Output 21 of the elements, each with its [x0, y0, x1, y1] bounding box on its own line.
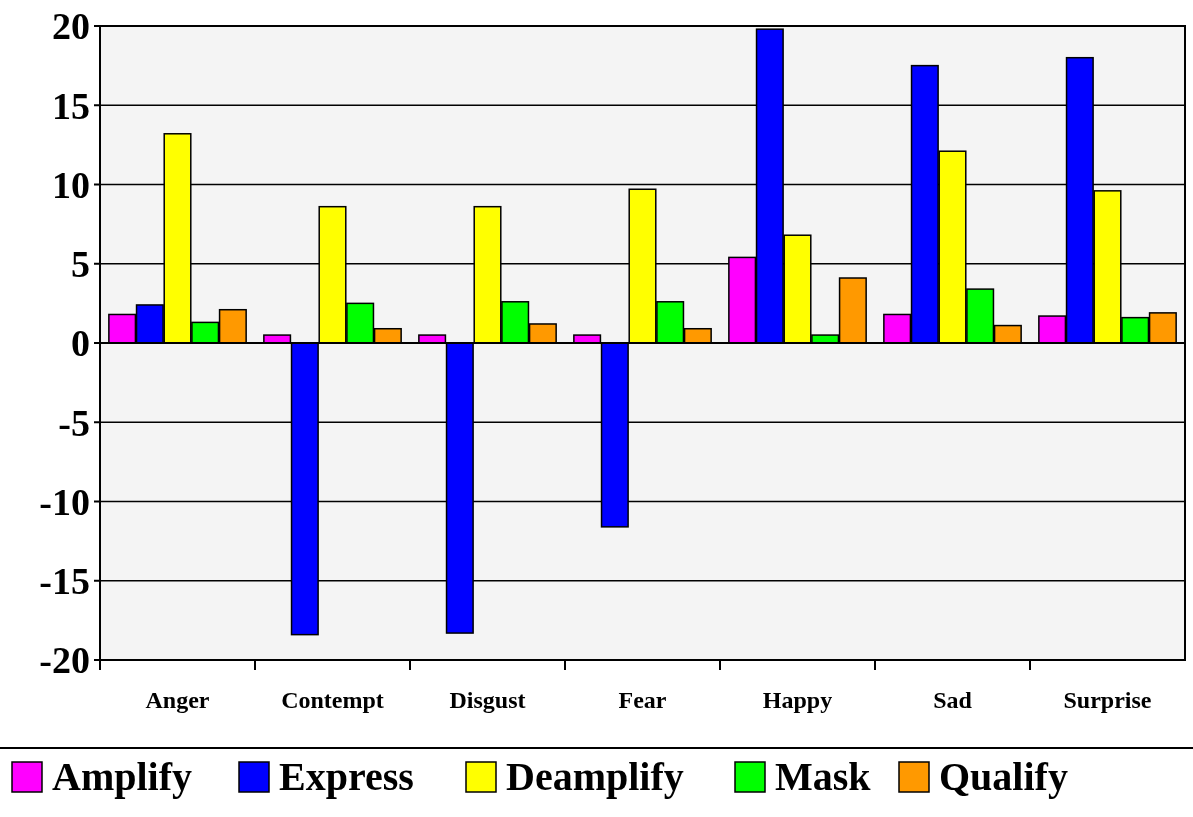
y-tick-label: 15 [52, 84, 90, 127]
y-tick-label: 20 [52, 5, 90, 48]
x-tick-label: Surprise [1063, 687, 1152, 713]
legend-label: Qualify [939, 754, 1068, 799]
legend-label: Express [279, 754, 414, 799]
x-tick-label: Fear [618, 687, 667, 713]
legend-label: Mask [775, 754, 872, 799]
x-tick-label: Sad [933, 687, 973, 713]
x-tick-label: Happy [762, 687, 833, 713]
legend-label: Amplify [52, 754, 192, 799]
y-tick-label: 0 [71, 322, 90, 365]
legend-label: Deamplify [506, 754, 684, 799]
x-tick-label: Contempt [281, 687, 384, 713]
y-tick-label: -20 [39, 639, 90, 682]
y-tick-label: -10 [39, 480, 90, 523]
y-tick-label: -15 [39, 560, 90, 603]
x-tick-label: Anger [145, 687, 210, 713]
y-tick-label: -5 [58, 401, 90, 444]
x-tick-label: Disgust [449, 687, 526, 713]
y-tick-label: 10 [52, 163, 90, 206]
y-tick-label: 5 [71, 243, 90, 286]
